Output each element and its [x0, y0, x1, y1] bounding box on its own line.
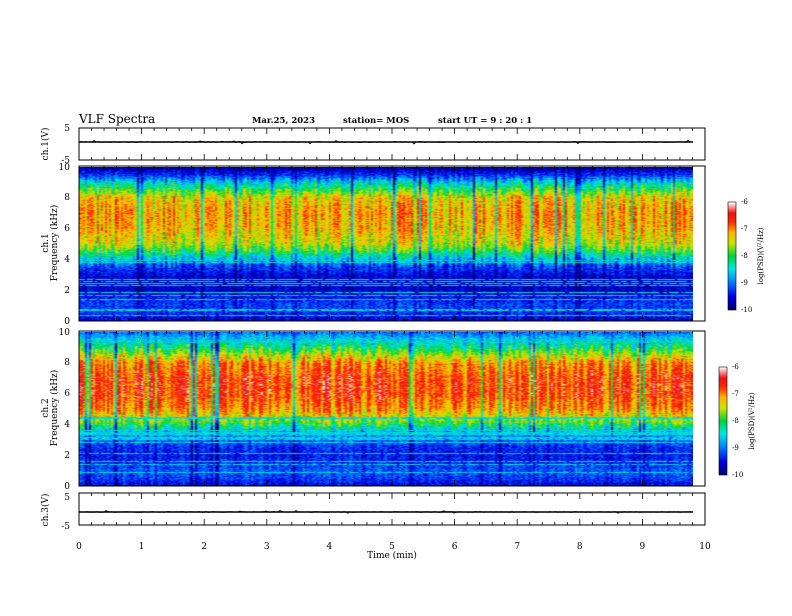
ch1-cbar-tick-7: -7 — [741, 225, 748, 233]
ch1-colorbar-frame — [727, 201, 737, 311]
time-axis-label: Time (min) — [367, 550, 417, 561]
ch2-frequency-ylabel: Frequency (kHz) — [49, 370, 60, 447]
ch1-spectrogram-ylabel: ch.1 — [41, 233, 51, 252]
ch2-cbar-tick-8: -8 — [732, 417, 739, 425]
ch2-colorbar — [719, 367, 727, 475]
ch1-ytick-10: 10 — [59, 163, 71, 173]
ch2-ytick-6: 6 — [64, 389, 70, 399]
ch3-ytick-top: 5 — [64, 493, 70, 503]
ch3-trace-jitter — [78, 509, 693, 514]
xtick-8: 8 — [577, 542, 583, 552]
start-time-label: start UT = 9 : 20 : 1 — [438, 116, 532, 126]
ch2-cbar-tick-6: -6 — [732, 363, 739, 371]
time-axis: 0 1 2 3 4 5 6 7 8 9 10 Time (min) — [76, 542, 711, 561]
ch2-cbar-tick-7: -7 — [732, 390, 739, 398]
ch2-ytick-4: 4 — [64, 420, 70, 430]
ch1-ytick-0: 0 — [64, 317, 70, 327]
ch1-trace-jitter — [78, 139, 693, 145]
ch1-waveform-ylabel: ch.1(V) — [40, 128, 51, 161]
xtick-5: 5 — [389, 542, 395, 552]
xtick-3: 3 — [264, 542, 270, 552]
ch1-waveform-panel: 5 -5 ch.1(V) — [40, 124, 706, 166]
xtick-7: 7 — [514, 542, 520, 552]
ch1-spectrogram-image — [79, 167, 693, 321]
ch1-ytick-8: 8 — [64, 193, 70, 203]
ch2-spectrogram-ylabel: ch.2 — [41, 398, 51, 417]
time-axis-ticks — [78, 128, 706, 525]
ch2-cbar-tick-9: -9 — [732, 444, 739, 452]
ch1-ytick-4: 4 — [64, 255, 70, 265]
ch2-ytick-2: 2 — [64, 451, 70, 461]
ch2-colorbar-label: log(PSD)(V²/Hz) — [748, 392, 756, 449]
xtick-10: 10 — [699, 542, 711, 552]
ch1-ytick-6: 6 — [64, 224, 70, 234]
ch1-ytick-bottom: -5 — [61, 156, 70, 166]
ch1-colorbar — [728, 202, 736, 310]
xtick-9: 9 — [640, 542, 646, 552]
ch1-cbar-tick-6: -6 — [741, 198, 748, 206]
ch1-colorbar-label: log(PSD)(V²/Hz) — [757, 227, 765, 284]
xtick-1: 1 — [139, 542, 145, 552]
ch1-frequency-ylabel: Frequency (kHz) — [49, 205, 60, 282]
ch3-waveform-ylabel: ch.3(V) — [40, 494, 51, 527]
xtick-2: 2 — [201, 542, 207, 552]
ch1-cbar-tick-8: -8 — [741, 252, 748, 260]
ch1-cbar-tick-10: -10 — [741, 306, 752, 314]
xtick-0: 0 — [76, 542, 82, 552]
ch1-cbar-tick-9: -9 — [741, 279, 748, 287]
ch2-ytick-8: 8 — [64, 358, 70, 368]
figure-title: VLF Spectra — [78, 112, 155, 126]
ch2-spectrogram-image — [79, 332, 693, 486]
ch2-cbar-tick-10: -10 — [732, 471, 743, 479]
xtick-4: 4 — [327, 542, 333, 552]
ch1-ytick-2: 2 — [64, 286, 70, 296]
date-label: Mar.25, 2023 — [252, 116, 315, 126]
ch1-ytick-top: 5 — [64, 124, 70, 134]
ch2-colorbar-frame — [718, 366, 728, 476]
ch2-spectrogram-panel: 0 2 4 6 8 10 ch.2 Frequency (kHz) -6 -7 … — [41, 328, 756, 492]
xtick-6: 6 — [452, 542, 458, 552]
ch2-ytick-10: 10 — [59, 328, 71, 338]
ch1-spectrogram-panel: 0 2 4 6 8 10 ch.1 Frequency (kHz) -6 -7 … — [41, 163, 765, 327]
station-label: station= MOS — [343, 116, 409, 126]
ch3-ytick-bottom: -5 — [61, 522, 70, 532]
ch2-ytick-0: 0 — [64, 482, 70, 492]
